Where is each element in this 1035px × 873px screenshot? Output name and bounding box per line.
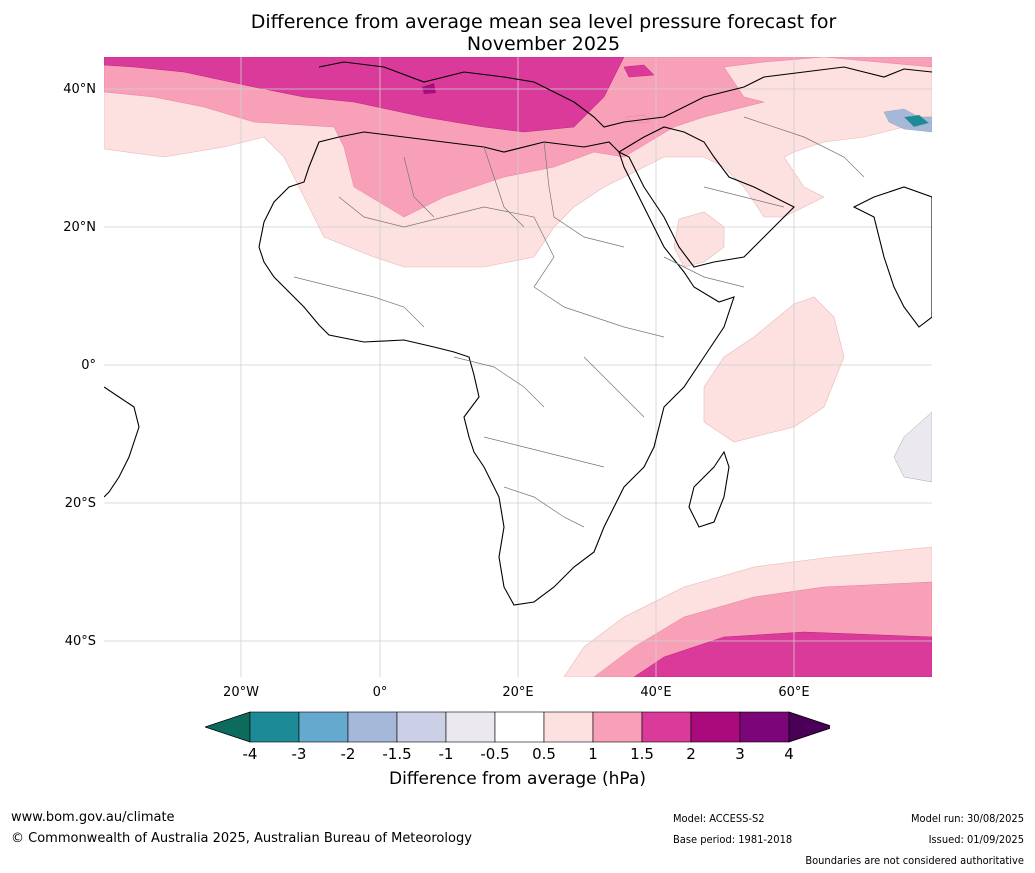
- anomaly-2-to-3-region: [422, 83, 436, 94]
- india-coastline: [852, 186, 932, 328]
- map-title-line-2: November 2025: [466, 33, 621, 55]
- colorbar-tick-label: -3: [291, 745, 307, 763]
- colorbar-swatch: [641, 711, 692, 743]
- madagascar-coastline: [688, 450, 730, 528]
- lon-label-60e: 60°E: [778, 685, 810, 700]
- map-title-line-1: Difference from average mean sea level p…: [250, 11, 837, 33]
- lon-label-40e: 40°E: [640, 685, 672, 700]
- colorbar-tick-label: -4: [242, 745, 258, 763]
- footer-issued: Issued: 01/09/2025: [928, 833, 1024, 846]
- lat-label-40s: 40°S: [64, 634, 96, 649]
- colorbar-tick-label: 4: [784, 745, 794, 763]
- lat-label-20n: 20°N: [63, 220, 96, 235]
- south-america-coastline: [104, 386, 140, 498]
- footer-copyright: © Commonwealth of Australia 2025, Austra…: [11, 831, 472, 846]
- lon-label-0: 0°: [372, 685, 388, 700]
- footer-model-run: Model run: 30/08/2025: [911, 812, 1024, 825]
- colorbar-swatch: [739, 711, 790, 743]
- colorbar-swatch: [494, 711, 545, 743]
- colorbar-swatch: [543, 711, 594, 743]
- colorbar-tick-label: -1.5: [382, 745, 412, 763]
- africa-coastline: [258, 131, 735, 606]
- map-canvas: [104, 57, 932, 677]
- lat-label-40n: 40°N: [63, 82, 96, 97]
- colorbar-swatch: [445, 711, 496, 743]
- colorbar-tick-label: 1.5: [630, 745, 654, 763]
- lat-label-0: 0°: [81, 358, 96, 373]
- footer-disclaimer: Boundaries are not considered authoritat…: [805, 854, 1024, 867]
- coastlines: [104, 61, 932, 606]
- colorbar-tick-label: 1: [588, 745, 598, 763]
- colorbar-tick-label: 0.5: [532, 745, 556, 763]
- colorbar-tick-label: -1: [438, 745, 454, 763]
- lon-label-20e: 20°E: [502, 685, 534, 700]
- lat-label-20s: 20°S: [64, 496, 96, 511]
- colorbar-swatch: [592, 711, 643, 743]
- negative-anomaly-region: [883, 108, 932, 483]
- arabia-coastline: [617, 126, 795, 268]
- footer-model: Model: ACCESS-S2: [673, 812, 765, 825]
- colorbar-label: Difference from average (hPa): [389, 769, 646, 789]
- lon-label-20w: 20°W: [223, 685, 259, 700]
- colorbar-swatch: [396, 711, 447, 743]
- colorbar-tick-label: -2: [340, 745, 356, 763]
- footer-url: www.bom.gov.au/climate: [11, 810, 175, 825]
- colorbar-swatch: [298, 711, 349, 743]
- colorbar-swatch: [690, 711, 741, 743]
- footer-base-period: Base period: 1981-2018: [673, 833, 793, 846]
- colorbar-swatch: [249, 711, 300, 743]
- europe-coastline: [318, 61, 932, 128]
- pressure-anomaly-map: [104, 57, 932, 677]
- colorbar-tick-label: -0.5: [480, 745, 510, 763]
- colorbar-tick-label: 3: [735, 745, 745, 763]
- colorbar-under-arrow: [205, 711, 251, 743]
- colorbar-tick-label: 2: [686, 745, 696, 763]
- graticule: [104, 57, 932, 677]
- colorbar: [205, 711, 830, 743]
- colorbar-swatch: [347, 711, 398, 743]
- country-borders: [293, 116, 865, 528]
- colorbar-over-arrow: [788, 711, 830, 743]
